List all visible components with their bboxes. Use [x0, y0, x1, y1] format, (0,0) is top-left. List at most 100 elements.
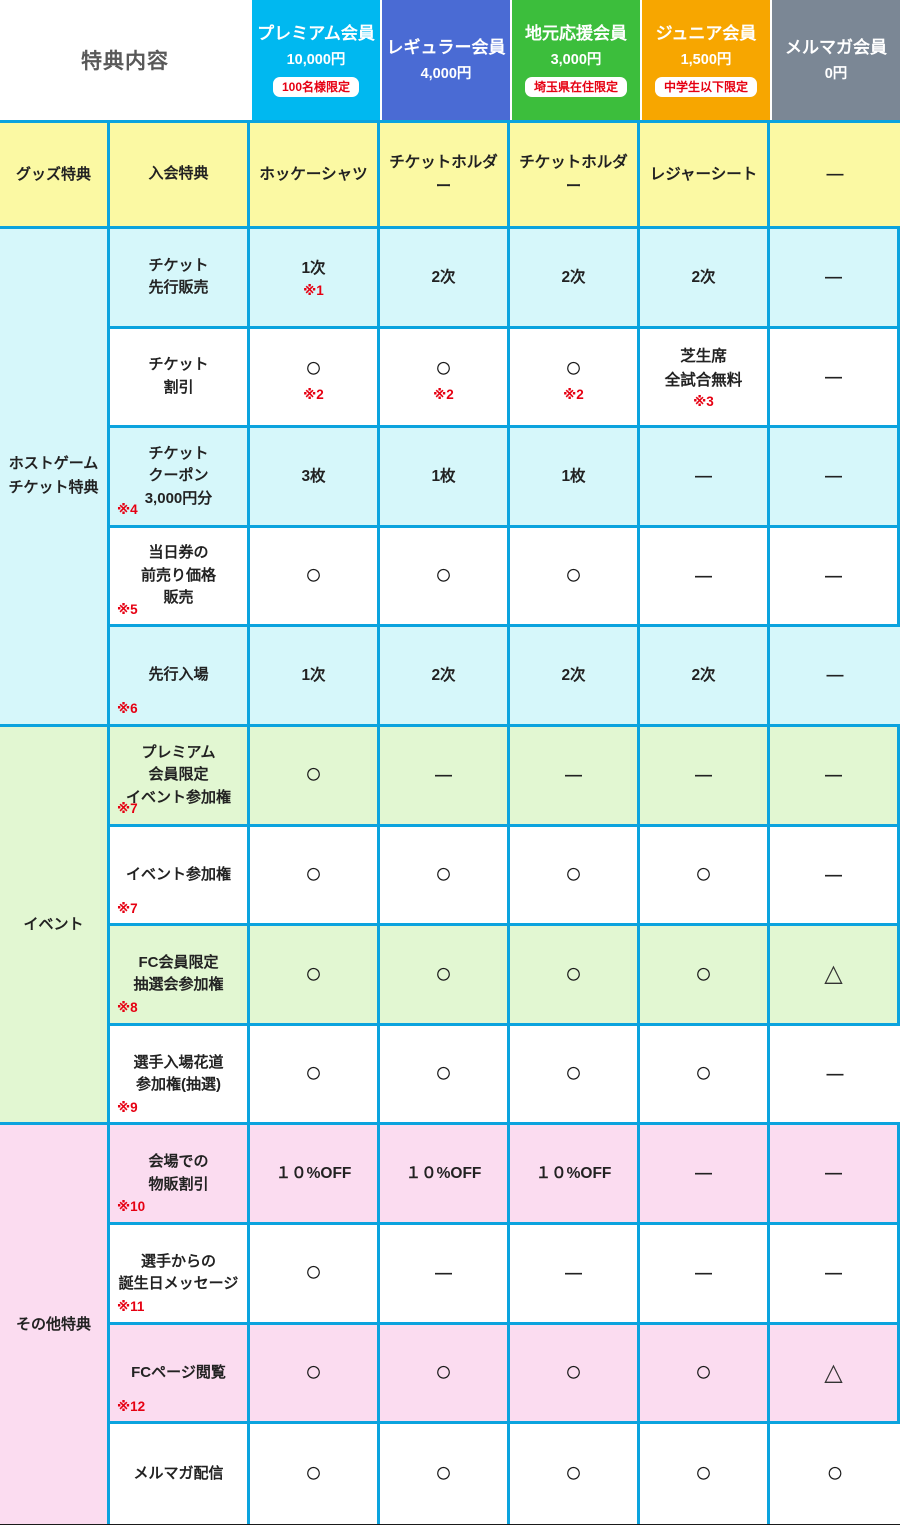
dash-none-mark: — — [435, 1262, 452, 1282]
benefit-cell-junior: — — [640, 1224, 770, 1325]
benefit-value: 2次 — [561, 268, 586, 286]
benefit-cell-regular: １０%OFF — [380, 1125, 510, 1225]
dash-none-mark: — — [826, 164, 844, 184]
circle-yes-mark: ○ — [304, 351, 323, 384]
dash-none-mark: — — [695, 1262, 712, 1282]
benefit-label: FCページ閲覧 ※12 — [110, 1324, 250, 1425]
dash-none-mark: — — [825, 366, 842, 386]
section-other: その他特典 会場での 物販割引 ※10 １０%OFF １０%OFF １０%OFF — — 選手か… — [0, 1125, 900, 1524]
benefit-cell-regular: 2次 — [380, 229, 510, 329]
benefit-label: チケット クーポン 3,000円分 ※4 — [110, 428, 250, 528]
dash-none-mark: — — [695, 764, 712, 784]
benefit-label-text: 会場での 物販割引 — [148, 1153, 209, 1193]
category-cell-host-game-ticket: ホストゲーム チケット特典 — [0, 229, 110, 727]
column-header-local-support: 地元応援会員 3,000円 埼玉県在住限定 — [510, 0, 640, 120]
benefit-cell-junior: ○ — [640, 826, 770, 927]
benefit-cell-regular: — — [380, 1224, 510, 1325]
benefit-cell-local-support: ○ — [510, 527, 640, 628]
circle-yes-mark: ○ — [564, 351, 583, 384]
dash-none-mark: — — [695, 565, 712, 585]
benefit-value: チケットホルダー — [389, 154, 498, 195]
benefit-value: 2次 — [691, 268, 716, 286]
benefit-label: 選手入場花道 参加権(抽選) ※9 — [110, 1025, 250, 1126]
benefit-cell-premium: ○ ※2 — [250, 328, 380, 429]
benefit-label-text: チケット 割引 — [148, 356, 209, 396]
benefit-label-text: 先行入場 — [148, 666, 209, 684]
category-cell-other: その他特典 — [0, 1125, 110, 1524]
benefit-cell-junior: — — [640, 428, 770, 528]
benefit-value: 3枚 — [301, 467, 326, 485]
benefit-label-text: チケット クーポン 3,000円分 — [144, 444, 213, 507]
benefit-label-text: メルマガ配信 — [133, 1464, 224, 1482]
benefit-label-text: 選手入場花道 参加権(抽選) — [133, 1053, 224, 1094]
benefit-cell-premium: 1次 ※1 — [250, 229, 380, 329]
benefit-cell-regular: ○ — [380, 826, 510, 927]
category-cell-goods: グッズ特典 — [0, 123, 110, 229]
benefit-cell-premium: ○ — [250, 726, 380, 827]
section-host-game-ticket: ホストゲーム チケット特典 チケット 先行販売 1次 ※1 2次 2次 2次 — チケット 割引… — [0, 229, 900, 727]
benefit-cell-premium: １０%OFF — [250, 1125, 380, 1225]
footnote-marker: ※2 — [303, 386, 324, 402]
category-cell-event: イベント — [0, 726, 110, 1126]
circle-yes-mark: ○ — [694, 857, 713, 890]
benefit-cell-premium: ホッケーシャツ — [250, 123, 380, 229]
benefit-cell-regular: ○ — [380, 527, 510, 628]
circle-yes-mark: ○ — [434, 857, 453, 890]
benefit-cell-mail-magazine: — — [770, 1224, 900, 1325]
benefit-label: イベント参加権 ※7 — [110, 826, 250, 927]
benefit-cell-regular: ○ — [380, 1025, 510, 1126]
dash-none-mark: — — [825, 764, 842, 784]
footnote-marker: ※1 — [303, 282, 324, 298]
footnote-marker: ※7 — [117, 801, 138, 817]
footnote-marker: ※4 — [117, 502, 138, 518]
circle-yes-mark: ○ — [434, 1456, 453, 1489]
benefit-value: 1枚 — [431, 467, 456, 485]
benefit-cell-mail-magazine: — — [770, 328, 900, 429]
footnote-marker: ※2 — [433, 386, 454, 402]
benefit-cell-regular: ○ ※2 — [380, 328, 510, 429]
benefit-cell-local-support: ○ — [510, 826, 640, 927]
member-limit-badge: 100名様限定 — [272, 76, 360, 97]
benefit-cell-junior: ○ — [640, 1025, 770, 1126]
circle-yes-mark: ○ — [304, 1456, 323, 1489]
benefit-label: メルマガ配信 — [110, 1424, 250, 1524]
table-title-cell: 特典内容 — [0, 0, 250, 120]
member-price: 4,000円 — [420, 65, 472, 82]
benefit-cell-mail-magazine: — — [770, 123, 900, 229]
benefit-label: チケット 割引 — [110, 328, 250, 429]
dash-none-mark: — — [826, 1063, 844, 1083]
benefit-cell-local-support: ○ — [510, 1324, 640, 1425]
circle-yes-mark: ○ — [694, 957, 713, 990]
circle-yes-mark: ○ — [564, 957, 583, 990]
dash-none-mark: — — [435, 764, 452, 784]
member-name: ジュニア会員 — [655, 24, 757, 44]
benefit-cell-premium: 1次 — [250, 627, 380, 727]
footnote-marker: ※11 — [117, 1299, 145, 1315]
circle-yes-mark: ○ — [304, 857, 323, 890]
benefit-value: 芝生席 全試合無料 — [664, 348, 743, 389]
member-price: 10,000円 — [286, 51, 346, 68]
circle-yes-mark: ○ — [304, 1355, 323, 1388]
footnote-marker: ※3 — [693, 393, 714, 409]
circle-yes-mark: ○ — [434, 351, 453, 384]
column-header-junior: ジュニア会員 1,500円 中学生以下限定 — [640, 0, 770, 120]
footnote-marker: ※10 — [117, 1199, 146, 1215]
footnote-marker: ※6 — [117, 701, 138, 717]
benefit-value: 2次 — [431, 268, 456, 286]
circle-yes-mark: ○ — [434, 1355, 453, 1388]
benefit-cell-local-support: — — [510, 1224, 640, 1325]
dash-none-mark: — — [565, 1262, 582, 1282]
benefit-cell-regular: ○ — [380, 926, 510, 1026]
page-title: 特典内容 — [81, 50, 169, 73]
benefit-cell-local-support: ○ ※2 — [510, 328, 640, 429]
member-price: 3,000円 — [550, 51, 602, 68]
dash-none-mark: — — [695, 466, 712, 486]
column-header-mail-magazine: メルマガ会員 0円 — [770, 0, 900, 120]
benefit-cell-junior: 芝生席 全試合無料 ※3 — [640, 328, 770, 429]
benefit-cell-mail-magazine: △ — [770, 926, 900, 1026]
benefit-cell-local-support: ○ — [510, 1424, 640, 1524]
benefit-cell-mail-magazine: — — [770, 428, 900, 528]
benefit-label: チケット 先行販売 — [110, 229, 250, 329]
benefit-value: 1次 — [301, 667, 326, 685]
benefit-cell-regular: — — [380, 726, 510, 827]
